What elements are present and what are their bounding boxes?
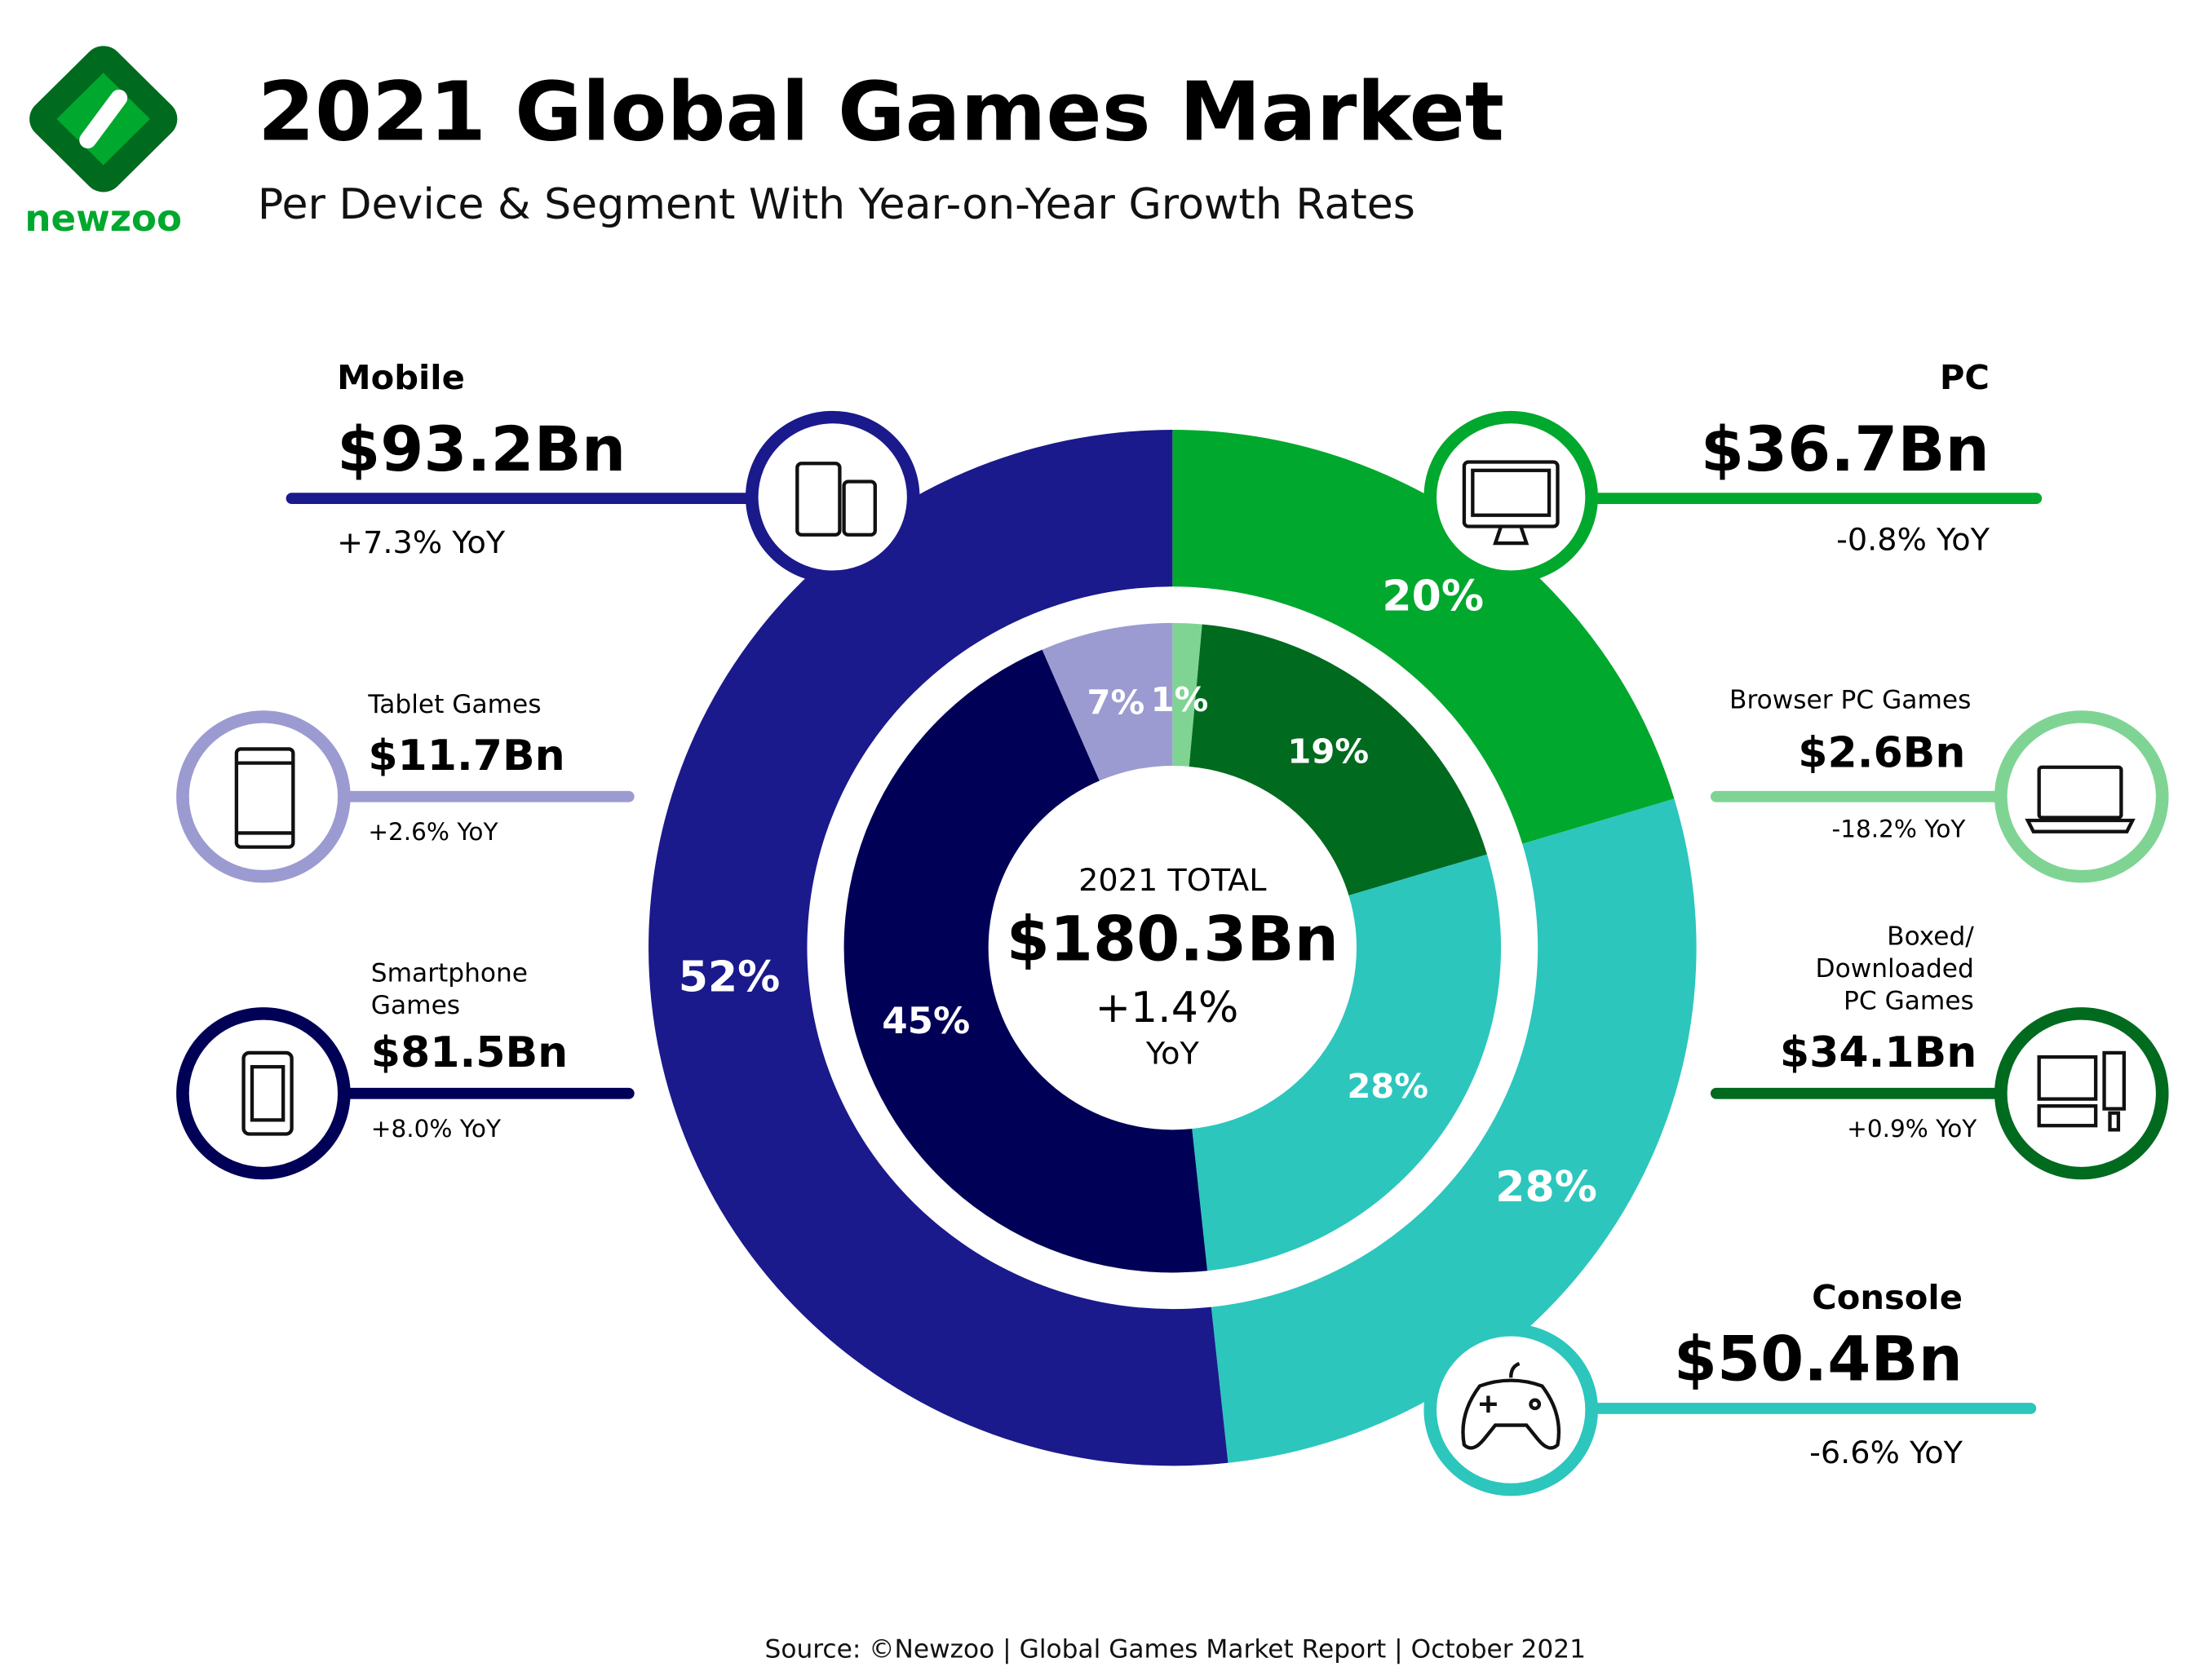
- smartphone-icon-badge: [176, 1007, 351, 1180]
- center-total: $180.3Bn: [1007, 904, 1339, 975]
- tablet-icon-badge: [176, 710, 351, 883]
- laptop-icon: [2025, 765, 2136, 833]
- share-label-tablet: 7%: [1087, 683, 1145, 723]
- mobile-yoy: +7.3% YoY: [337, 524, 506, 560]
- share-label-boxed: 19%: [1287, 732, 1369, 771]
- tablet-label: Tablet Games: [367, 690, 541, 719]
- gamepad-icon: [1461, 1361, 1561, 1450]
- tablet-value: $11.7Bn: [368, 732, 564, 780]
- boxed-yoy: +0.9% YoY: [1847, 1115, 1977, 1143]
- phone-tablet-icon: [795, 462, 877, 537]
- share-label-mobile: 52%: [679, 953, 781, 1002]
- console-yoy: -6.6% YoY: [1809, 1435, 1963, 1470]
- share-label-smartphone: 45%: [882, 999, 970, 1042]
- tablet-icon: [234, 747, 295, 849]
- browser-label: Browser PC Games: [1729, 686, 1971, 715]
- smartphone-icon: [241, 1050, 294, 1136]
- center-growth: +1.4%: [1095, 984, 1238, 1032]
- share-label-pc: 20%: [1382, 573, 1484, 621]
- console-value: $50.4Bn: [1674, 1324, 1963, 1395]
- desktop-pc-icon: [2037, 1050, 2127, 1132]
- svg-text:newzoo: newzoo: [24, 197, 182, 240]
- share-label-console-inner: 28%: [1347, 1067, 1428, 1106]
- browser-icon-badge: [1994, 710, 2169, 883]
- smartphone-label-line2: Games: [371, 991, 460, 1020]
- newzoo-logo: newzoo: [24, 46, 182, 240]
- center-growth-unit: YoY: [1145, 1036, 1200, 1072]
- tablet-yoy: +2.6% YoY: [368, 818, 498, 846]
- page-title: 2021 Global Games Market: [258, 64, 1504, 159]
- pc-label: PC: [1940, 358, 1990, 397]
- boxed-label-line2: Downloaded: [1816, 954, 1974, 984]
- pc-icon-badge: [1423, 410, 1598, 583]
- boxed-label-line3: PC Games: [1844, 987, 1974, 1016]
- browser-yoy: -18.2% YoY: [1832, 816, 1966, 843]
- console-label: Console: [1812, 1278, 1963, 1317]
- mobile-value: $93.2Bn: [337, 413, 626, 485]
- mobile-label: Mobile: [337, 358, 465, 397]
- mobile-icon-badge: [745, 410, 920, 583]
- smartphone-value: $81.5Bn: [371, 1028, 568, 1077]
- smartphone-yoy: +8.0% YoY: [371, 1115, 501, 1143]
- source-note: Source: ©Newzoo | Global Games Market Re…: [765, 1635, 1586, 1665]
- pc-value: $36.7Bn: [1701, 413, 1990, 485]
- monitor-icon: [1462, 460, 1560, 546]
- browser-value: $2.6Bn: [1798, 729, 1965, 778]
- page-subtitle: Per Device & Segment With Year-on-Year G…: [258, 180, 1415, 229]
- share-label-browser: 1%: [1151, 680, 1209, 719]
- share-label-console: 28%: [1495, 1163, 1597, 1212]
- boxed-label-line1: Boxed/: [1887, 922, 1974, 952]
- pc-yoy: -0.8% YoY: [1836, 522, 1990, 558]
- center-label: 2021 TOTAL: [1078, 862, 1266, 898]
- smartphone-label-line1: Smartphone: [371, 959, 528, 988]
- boxed-value: $34.1Bn: [1780, 1028, 1977, 1077]
- boxed-icon-badge: [1994, 1007, 2169, 1180]
- console-icon-badge: [1423, 1324, 1598, 1497]
